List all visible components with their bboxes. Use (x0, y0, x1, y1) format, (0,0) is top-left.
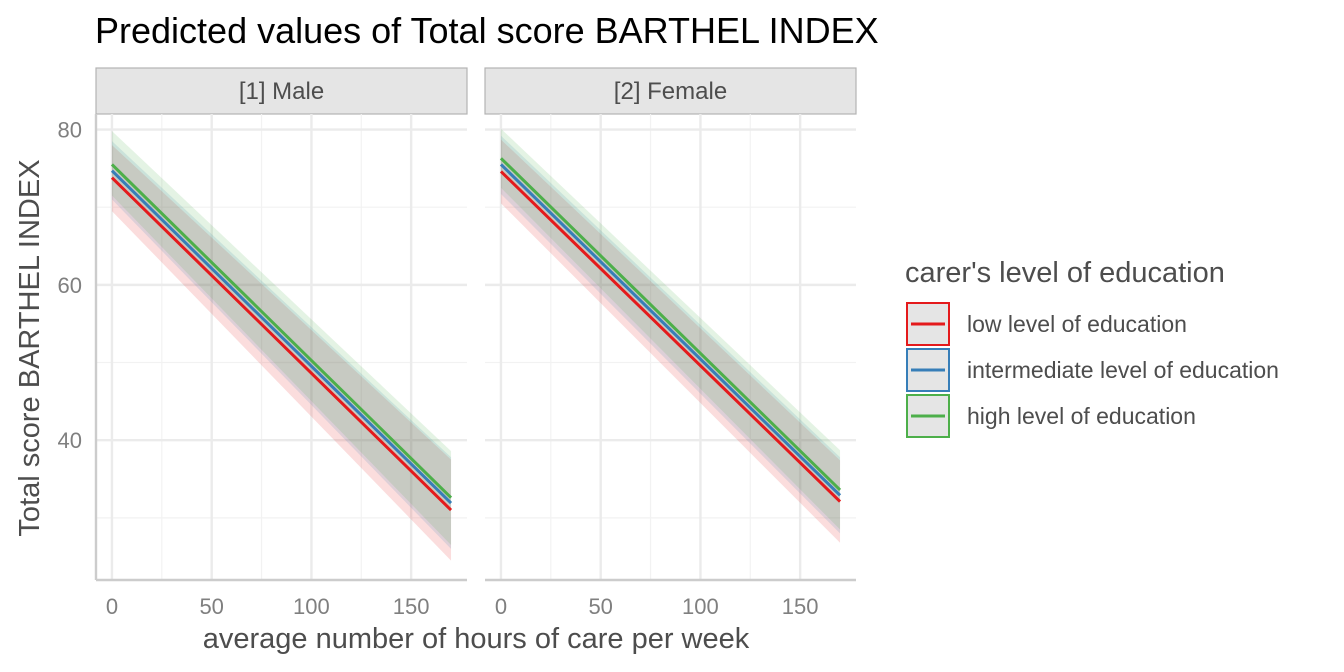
x-tick-label: 150 (393, 594, 430, 619)
x-tick-label: 100 (293, 594, 330, 619)
x-tick-label: 100 (682, 594, 719, 619)
x-tick-label: 150 (782, 594, 819, 619)
series-line (499, 170, 842, 503)
legend-items: low level of education intermediate level… (906, 302, 1279, 438)
y-tick-label: 40 (58, 428, 82, 453)
panel-1: [1] Male 0 50 100 150 40 60 80 (58, 67, 468, 619)
series-line (110, 176, 453, 512)
x-tick-label: 0 (495, 594, 507, 619)
panel-strip (95, 67, 468, 115)
legend-item: intermediate level of education (906, 348, 1279, 392)
legend-label: low level of education (967, 311, 1187, 337)
x-tick-label: 0 (106, 594, 118, 619)
y-axis-title: Total score BARTHEL INDEX (14, 159, 46, 536)
x-tick-label: 50 (588, 594, 612, 619)
series-line (110, 163, 453, 499)
panels: [1] Male 0 50 100 150 40 60 80 [2] Female 0 50 100 1… (58, 67, 857, 619)
x-tick-label: 50 (199, 594, 223, 619)
series-line (110, 169, 453, 505)
legend-item: low level of education (906, 302, 1187, 346)
legend: carer's level of education low level of … (905, 257, 1279, 438)
panel-2: [2] Female 0 50 100 150 (484, 67, 857, 619)
series-line (499, 157, 842, 491)
panel-strip-label: [1] Male (239, 78, 324, 105)
legend-label: intermediate level of education (967, 357, 1279, 383)
legend-label: high level of education (967, 403, 1196, 429)
legend-item: high level of education (906, 394, 1196, 438)
chart-title: Predicted values of Total score BARTHEL … (95, 10, 879, 51)
y-tick-label: 80 (58, 118, 82, 143)
y-tick-label: 60 (58, 273, 82, 298)
panel-strip (484, 67, 857, 115)
legend-title: carer's level of education (905, 257, 1225, 289)
panel-strip-label: [2] Female (614, 78, 727, 105)
series-line (499, 163, 842, 497)
x-axis-title: average number of hours of care per week (203, 623, 750, 655)
